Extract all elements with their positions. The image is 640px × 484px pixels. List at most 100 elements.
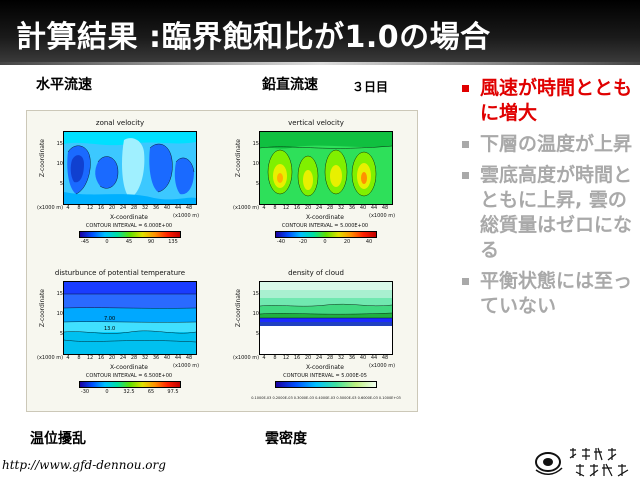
colorbar-tick: -40: [276, 239, 286, 245]
contour-interval: CONTOUR INTERVAL = 6.000E+00: [85, 223, 173, 229]
bullet-item-lower-temperature: 下層の温度が上昇: [460, 132, 636, 157]
colorbar-tick: 32.5: [123, 389, 135, 395]
cloud-density-contours: [260, 282, 392, 354]
zonal-velocity-contours: [64, 132, 196, 204]
y-ticks: 15 10 5: [53, 131, 63, 203]
colorbar: [275, 381, 377, 388]
x-tick: 48: [381, 355, 389, 361]
x-tick: 20: [304, 205, 312, 211]
x-tick: 20: [108, 355, 116, 361]
x-axis-label: X-coordinate: [110, 214, 148, 221]
x-tick: 36: [152, 205, 160, 211]
colorbar-tick: 0: [323, 239, 327, 245]
y-tick: 10: [252, 161, 259, 167]
x-tick: 44: [174, 205, 182, 211]
colorbar-tick: 0: [105, 389, 109, 395]
footer-url: http://www.gfd-dennou.org: [2, 458, 166, 472]
colorbar: [79, 231, 181, 238]
y-unit: (x1000 m): [37, 205, 64, 211]
panel-title: disturbunce of potential temperature: [54, 269, 186, 277]
y-ticks: 15 10 5: [249, 281, 259, 353]
x-tick: 32: [141, 205, 149, 211]
y-axis-label: Z-coordinate: [39, 139, 46, 178]
x-tick: 4: [262, 355, 266, 361]
y-tick: 10: [56, 311, 63, 317]
panel-title: density of cloud: [288, 269, 344, 277]
x-tick: 24: [119, 355, 127, 361]
y-tick: 15: [252, 291, 259, 297]
y-ticks: 15 10 5: [53, 281, 63, 353]
y-axis-label: Z-coordinate: [39, 289, 46, 328]
x-tick: 36: [348, 355, 356, 361]
bullet-item-equilibrium: 平衡状態には至っていない: [460, 269, 636, 319]
colorbar: [79, 381, 181, 388]
y-unit: (x1000 m): [233, 355, 260, 361]
colorbar-tick: 0: [105, 239, 109, 245]
x-tick: 40: [163, 205, 171, 211]
colorbar-tick: 90: [147, 239, 155, 245]
x-tick: 12: [282, 355, 290, 361]
vertical-velocity-plot: [259, 131, 393, 205]
x-tick: 8: [77, 355, 81, 361]
y-unit: (x1000 m): [37, 355, 64, 361]
panel-vertical-velocity: vertical velocity Z-coordinate 15 10 5: [231, 115, 401, 255]
zonal-velocity-plot: [63, 131, 197, 205]
x-tick: 40: [163, 355, 171, 361]
x-tick: 24: [315, 205, 323, 211]
x-axis-label: X-coordinate: [306, 364, 344, 371]
x-tick: 24: [315, 355, 323, 361]
panel-potential-temperature: disturbunce of potential temperature Z-c…: [35, 265, 205, 405]
dennou-logo: [532, 440, 636, 480]
x-tick: 28: [326, 205, 334, 211]
y-axis-label: Z-coordinate: [235, 289, 242, 328]
x-ticks: 4 8 12 16 20 24 28 32 36 40 44 48: [259, 355, 391, 363]
x-ticks: 4 8 12 16 20 24 28 32 36 40 44 48: [63, 205, 195, 213]
x-tick: 36: [152, 355, 160, 361]
y-ticks: 15 10 5: [249, 131, 259, 203]
y-unit: (x1000 m): [233, 205, 260, 211]
title-bar: 計算結果 :臨界飽和比が1.0の場合: [0, 0, 640, 62]
y-tick: 10: [56, 161, 63, 167]
x-tick: 28: [326, 355, 334, 361]
x-unit: (x1000 m): [173, 213, 200, 219]
label-vertical-velocity: 鉛直流速: [262, 77, 318, 93]
x-tick: 20: [108, 205, 116, 211]
bullet-text: 風速が時間とともに増大: [480, 77, 633, 124]
x-tick: 8: [77, 205, 81, 211]
x-tick: 12: [86, 355, 94, 361]
contour-interval: CONTOUR INTERVAL = 6.500E+00: [85, 373, 173, 379]
x-tick: 16: [97, 205, 105, 211]
label-potential-temperature: 温位擾乱: [30, 431, 86, 447]
colorbar-ticks: -40 -20 0 20 40: [275, 239, 375, 245]
x-tick: 32: [141, 355, 149, 361]
x-axis-label: X-coordinate: [110, 364, 148, 371]
y-tick: 10: [252, 311, 259, 317]
label-zonal-velocity: 水平流速: [36, 77, 92, 93]
x-unit: (x1000 m): [369, 363, 396, 369]
colorbar-tick: 45: [125, 239, 133, 245]
potential-temperature-plot: 7.00 13.0: [63, 281, 197, 355]
x-ticks: 4 8 12 16 20 24 28 32 36 40 44 48: [63, 355, 195, 363]
contour-interval: CONTOUR INTERVAL = 5.000E-05: [283, 373, 367, 379]
panel-title: zonal velocity: [95, 119, 145, 127]
colorbar-tick: -20: [298, 239, 308, 245]
y-tick: 5: [255, 331, 259, 337]
x-tick: 24: [119, 205, 127, 211]
x-tick: 8: [273, 355, 277, 361]
contour-interval: CONTOUR INTERVAL = 5.000E+00: [281, 223, 369, 229]
colorbar-tick: -45: [80, 239, 90, 245]
panel-title: vertical velocity: [288, 119, 344, 127]
colorbar-note: 0.1000E-03 0.2000E-03 0.3000E-03 0.4000E…: [251, 396, 401, 400]
x-tick: 48: [381, 205, 389, 211]
colorbar-tick: 97.5: [167, 389, 179, 395]
slide-title: 計算結果 :臨界飽和比が1.0の場合: [16, 20, 491, 55]
dennou-logo-icon: [535, 447, 629, 477]
y-tick: 5: [59, 331, 63, 337]
bullet-item-wind-speed: 風速が時間とともに増大: [460, 76, 636, 126]
y-axis-label: Z-coordinate: [235, 139, 242, 178]
x-tick: 44: [370, 355, 378, 361]
x-tick: 12: [86, 205, 94, 211]
x-tick: 40: [359, 205, 367, 211]
y-tick: 15: [56, 141, 63, 147]
y-tick: 15: [252, 141, 259, 147]
